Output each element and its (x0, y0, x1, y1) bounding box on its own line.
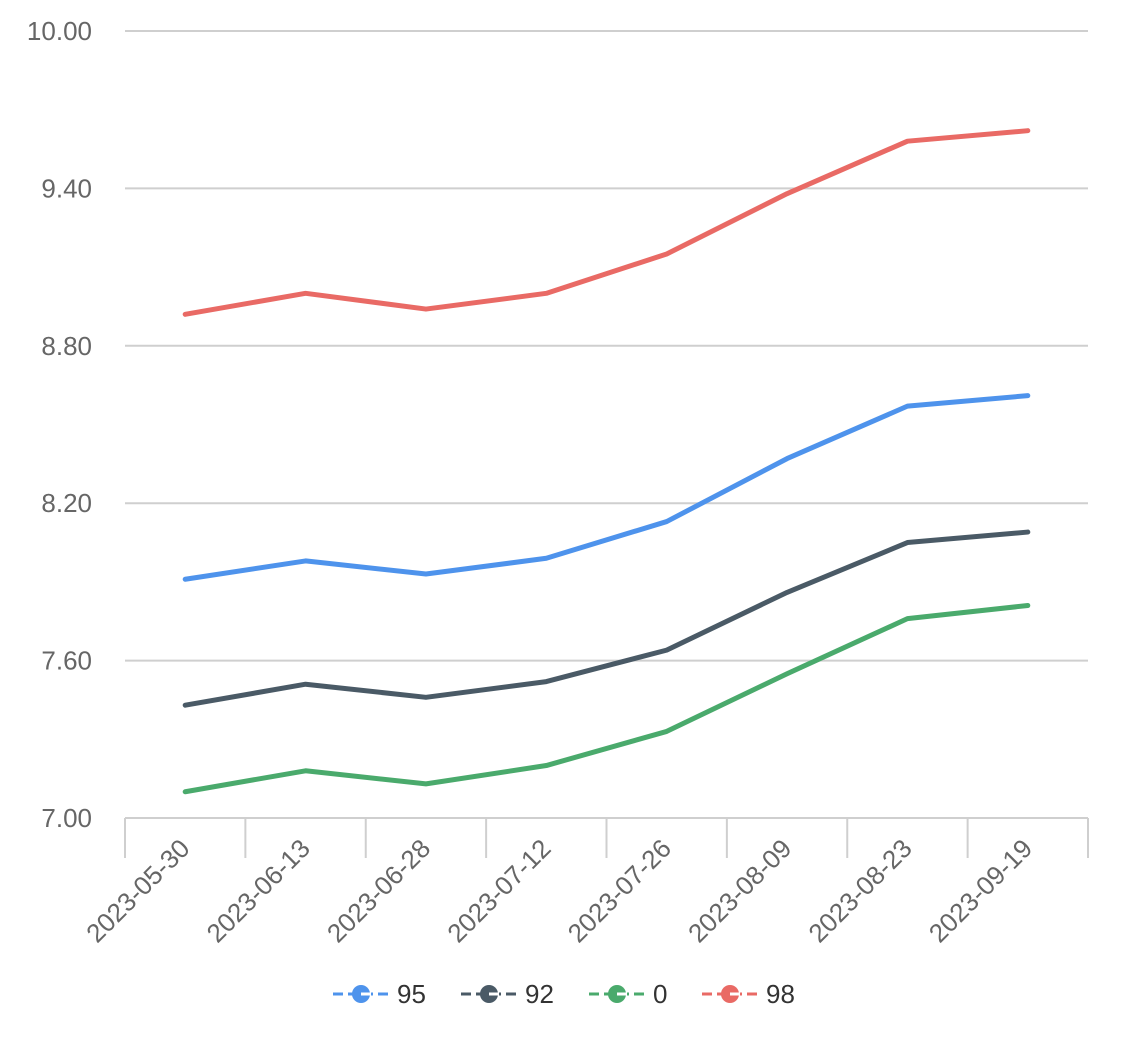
y-tick-label: 9.40 (41, 173, 92, 203)
x-tick-label: 2023-08-23 (802, 833, 917, 948)
legend-item-92[interactable]: 92 (461, 979, 554, 1009)
x-tick-label: 2023-09-19 (923, 833, 1038, 948)
y-tick-label: 7.00 (41, 803, 92, 833)
grid-layer (125, 30, 1088, 662)
y-tick-label: 7.60 (41, 646, 92, 676)
legend-label: 92 (525, 979, 554, 1009)
x-tick-label: 2023-07-12 (441, 833, 556, 948)
series-line-98 (182, 128, 1031, 317)
series-line-92 (182, 529, 1031, 708)
x-tick-label: 2023-07-26 (562, 833, 677, 948)
legend-item-98[interactable]: 98 (702, 979, 795, 1009)
x-tick-label: 2023-05-30 (80, 833, 195, 948)
legend-label: 0 (653, 979, 667, 1009)
y-tick-label: 8.80 (41, 331, 92, 361)
legend-item-95[interactable]: 95 (333, 979, 426, 1009)
x-tick-label: 2023-08-09 (682, 833, 797, 948)
legend-item-0[interactable]: 0 (589, 979, 667, 1009)
series-layer (182, 128, 1031, 795)
legend-label: 98 (766, 979, 795, 1009)
x-axis: 2023-05-30 2023-06-13 2023-06-28 2023-07-12… (80, 817, 1089, 948)
legend[interactable]: 95 92 0 98 (333, 979, 795, 1009)
y-tick-label: 8.20 (41, 488, 92, 518)
series-line-0 (182, 603, 1031, 795)
x-tick-label: 2023-06-13 (201, 833, 316, 948)
series-line-95 (182, 393, 1031, 582)
legend-label: 95 (397, 979, 426, 1009)
y-axis-ticks: 7.00 7.60 8.20 8.80 9.40 10.00 (27, 16, 92, 833)
y-tick-label: 10.00 (27, 16, 92, 46)
x-tick-label: 2023-06-28 (321, 833, 436, 948)
